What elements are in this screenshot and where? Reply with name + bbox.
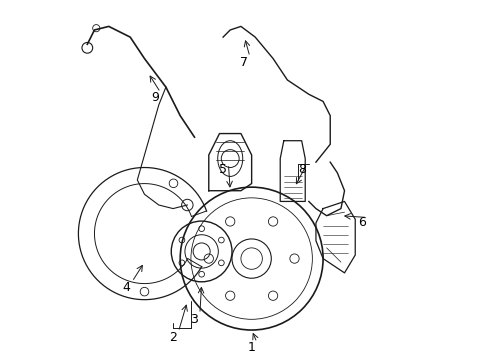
Text: 3: 3 [190, 313, 198, 326]
Text: 2: 2 [169, 331, 177, 344]
Text: 8: 8 [297, 163, 305, 176]
Text: 9: 9 [151, 91, 159, 104]
Text: 4: 4 [122, 281, 130, 294]
Text: 7: 7 [240, 55, 248, 69]
Text: 1: 1 [247, 341, 255, 354]
Text: 6: 6 [358, 216, 366, 229]
Text: 5: 5 [219, 163, 226, 176]
